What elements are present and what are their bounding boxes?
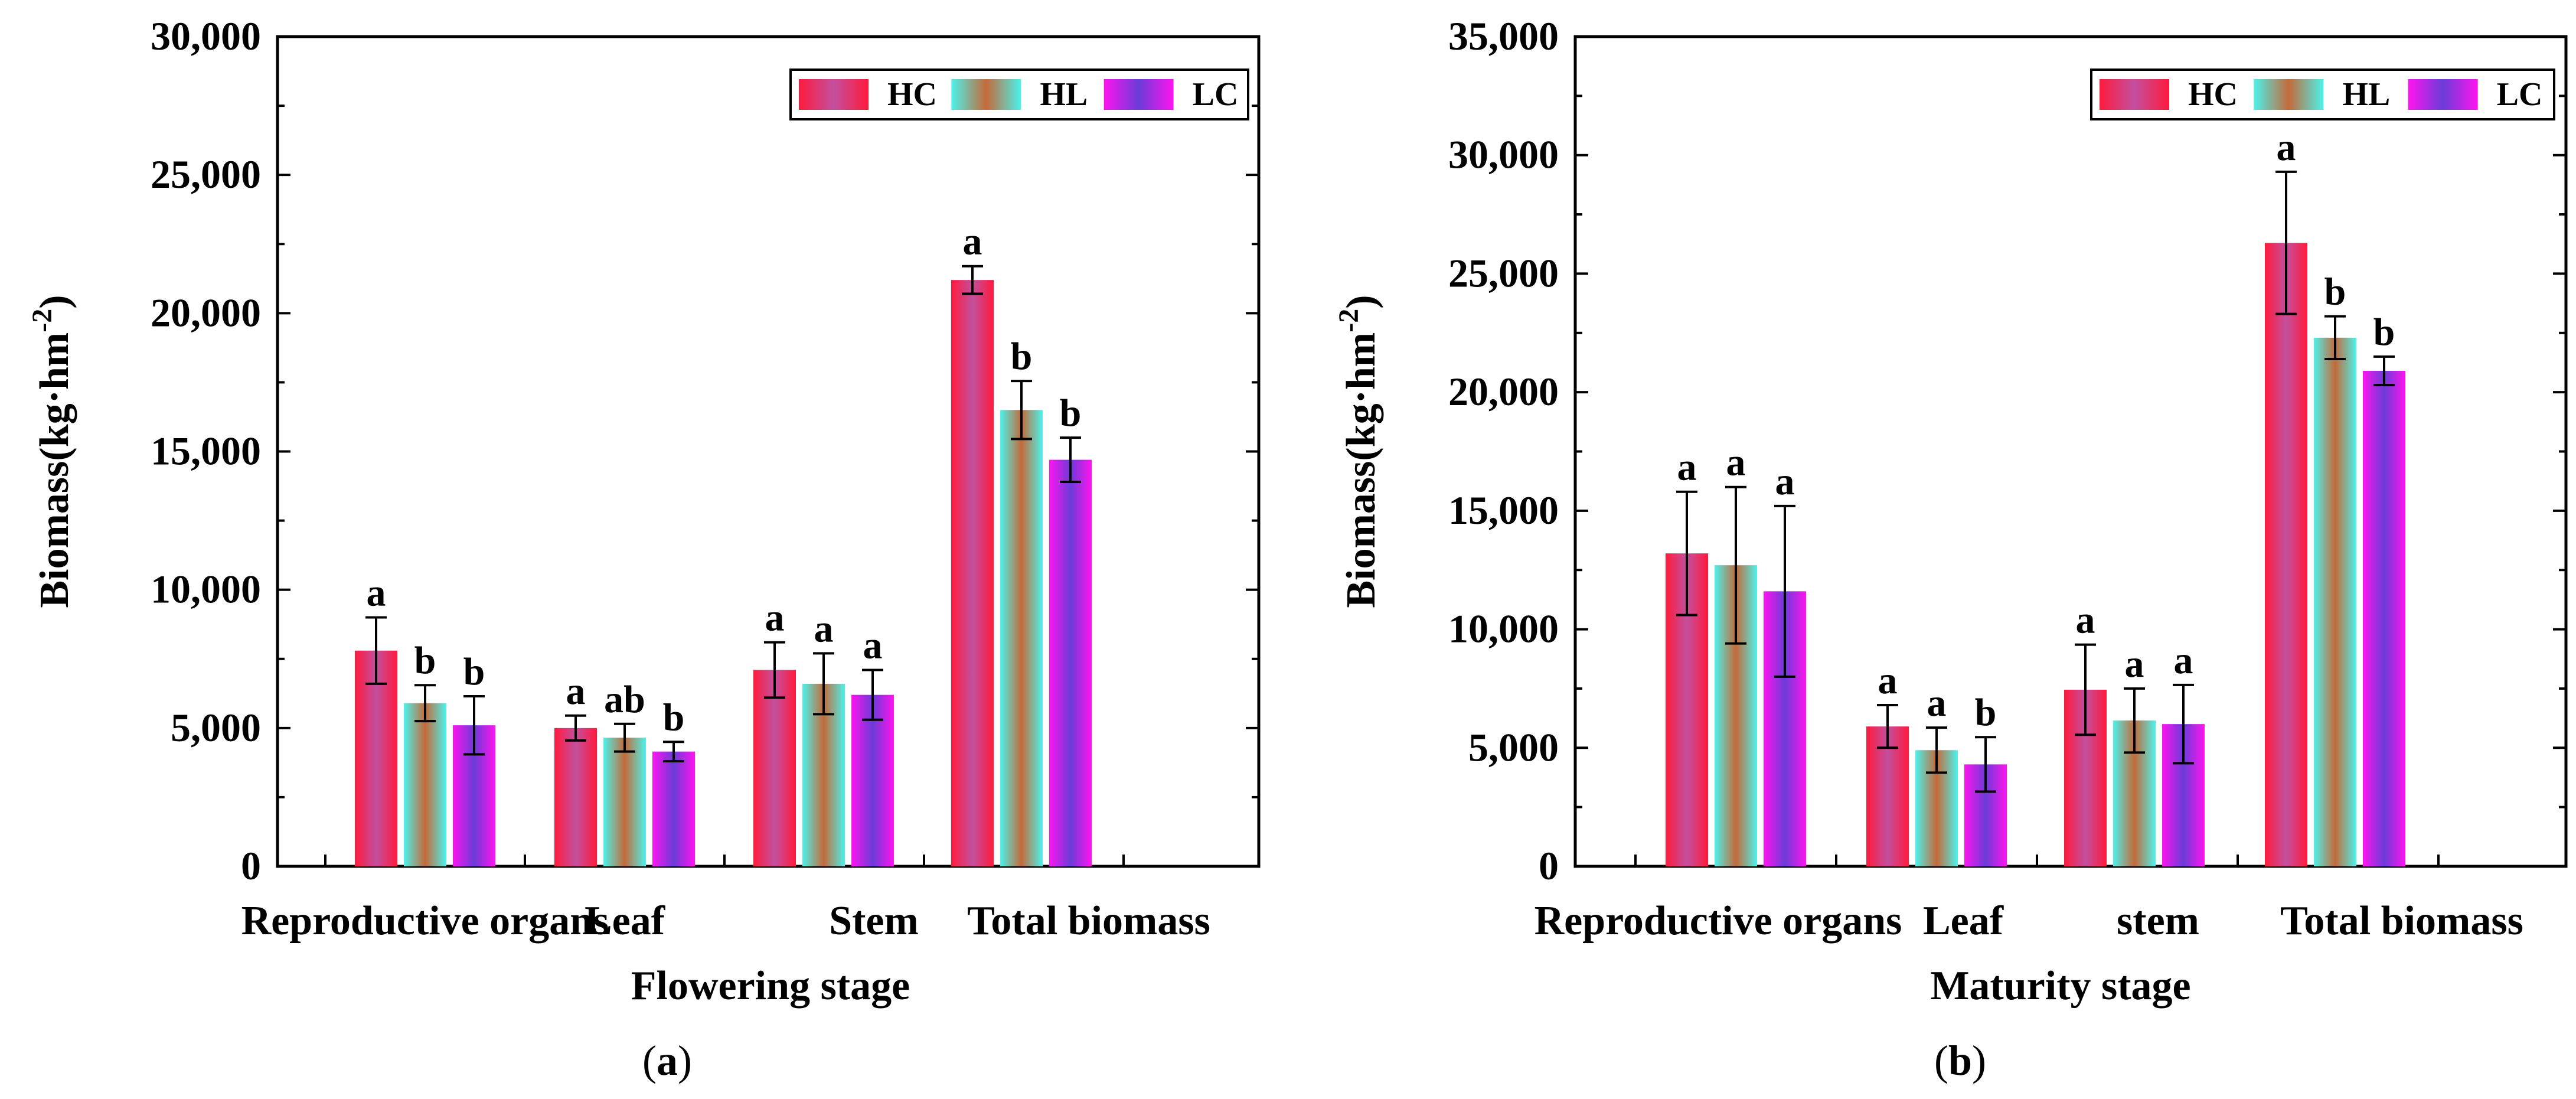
y-axis-title-sup: -2 [1333,309,1364,332]
significance-letter: a [1878,659,1898,702]
significance-letter: b [663,696,685,739]
significance-letter: a [863,624,883,667]
panel-label-letter: b [1948,1037,1972,1084]
significance-letter: b [1975,691,1997,734]
bar-HL-1 [603,738,646,866]
significance-letter: a [2174,639,2193,682]
panel-b: 0 5,000 10,000 15,000 20,000 25,000 30,000 35,0… [1333,14,2568,1084]
y-tick-label: 30,000 [1448,132,1559,177]
y-tick-label: 30,000 [151,14,261,58]
legend-label: LC [1193,76,1239,113]
significance-letter: b [2373,311,2395,354]
y-axis-title-sup: -2 [27,309,58,332]
legend-label: HL [2342,76,2390,113]
y-axis-title-close: ) [1338,295,1384,308]
bar-HL-0 [404,703,446,866]
bar-HL-3 [2314,337,2356,866]
y-axis-title: Biomass(kg·hm-2) [27,295,77,608]
bar-HC-1 [554,728,597,866]
y-tick-label: 25,000 [151,152,261,197]
significance-letter: b [2324,270,2346,314]
y-tick-label: 5,000 [1468,725,1559,769]
y-tick-label: 15,000 [1448,488,1559,533]
significance-letter: a [765,596,785,640]
y-axis-title-main: Biomass(kg·hm [1338,332,1384,608]
x-axis-title: Flowering stage [631,963,910,1009]
significance-letter: ab [604,678,645,721]
significance-letter: a [1927,681,1947,725]
legend-label: HC [887,76,937,113]
y-tick-label: 15,000 [151,429,261,474]
y-axis-title-main: Biomass(kg·hm [32,332,77,608]
panel-label-close: ) [1972,1037,1986,1084]
legend-label: HC [2188,76,2238,113]
significance-letter: b [1011,335,1033,378]
legend-swatch-HC [2100,79,2169,110]
bar-HC-3 [951,280,994,867]
panel-a: 05,00010,00015,00020,00025,00030,000aaaa… [27,14,1261,1084]
bar-LC-3 [2363,371,2405,866]
y-tick-label: 35,000 [1448,14,1559,58]
panel-label-close: ) [678,1037,692,1084]
y-tick-label: 10,000 [1448,606,1559,651]
x-category-label: Leaf [1923,898,2004,944]
legend-label: LC [2497,76,2543,113]
bar-HC-0 [355,650,397,866]
significance-letter: b [414,639,436,682]
y-tick-label: 25,000 [1448,250,1559,295]
significance-letter: a [814,607,834,650]
y-tick-label: 10,000 [151,567,261,612]
panel-label-open: ( [1934,1037,1948,1084]
bar-LC-1 [652,751,695,866]
x-category-label: Reproductive organs [241,898,609,944]
x-category-label: Reproductive organs [1535,898,1902,944]
significance-letter: a [1775,460,1795,503]
x-axis-title: Maturity stage [1930,963,2190,1009]
significance-letter: a [1677,446,1697,489]
x-category-label: Leaf [585,898,665,944]
x-category-label: Total biomass [967,898,1210,944]
significance-letter: a [2076,599,2095,642]
y-axis-title: Biomass(kg·hm-2) [1333,295,1384,608]
bar-HC-2 [753,670,796,866]
x-category-label: Stem [829,898,919,944]
panel-label: (b) [1934,1037,1986,1084]
legend-swatch-HC [799,79,869,110]
legend-swatch-LC [2408,79,2478,110]
significance-letter: b [1060,392,1082,435]
x-category-label: Total biomass [2280,898,2523,944]
legend: HC HL LC [2090,69,2555,120]
significance-letter: a [963,220,982,263]
significance-letter: b [463,650,485,693]
significance-letter: a [2277,126,2296,169]
y-tick-label: 20,000 [1448,369,1559,414]
significance-letter: a [2125,643,2144,686]
bar-LC-3 [1049,459,1092,866]
bar-LC-2 [851,694,894,866]
legend-swatch-HL [2254,79,2324,110]
x-category-label: stem [2117,898,2199,944]
bar-HL-3 [1000,410,1043,866]
panel-label-open: ( [642,1037,657,1084]
bar-HC-3 [2265,243,2307,866]
y-tick-label: 0 [1539,843,1559,888]
significance-letter: a [1726,441,1746,484]
y-tick-label: 0 [241,843,261,888]
legend-label: HL [1040,76,1088,113]
legend: HC HL LC [789,69,1249,120]
panel-label: (a) [642,1037,692,1084]
y-axis-title-close: ) [32,295,77,308]
y-tick-label: 5,000 [171,705,261,750]
bar-HC-1 [1866,726,1909,866]
significance-letter: a [566,670,586,713]
panel-label-letter: a [657,1037,678,1084]
legend-swatch-HL [951,79,1021,110]
legend-swatch-LC [1103,79,1174,110]
y-tick-label: 20,000 [151,290,261,335]
significance-letter: a [367,572,386,615]
